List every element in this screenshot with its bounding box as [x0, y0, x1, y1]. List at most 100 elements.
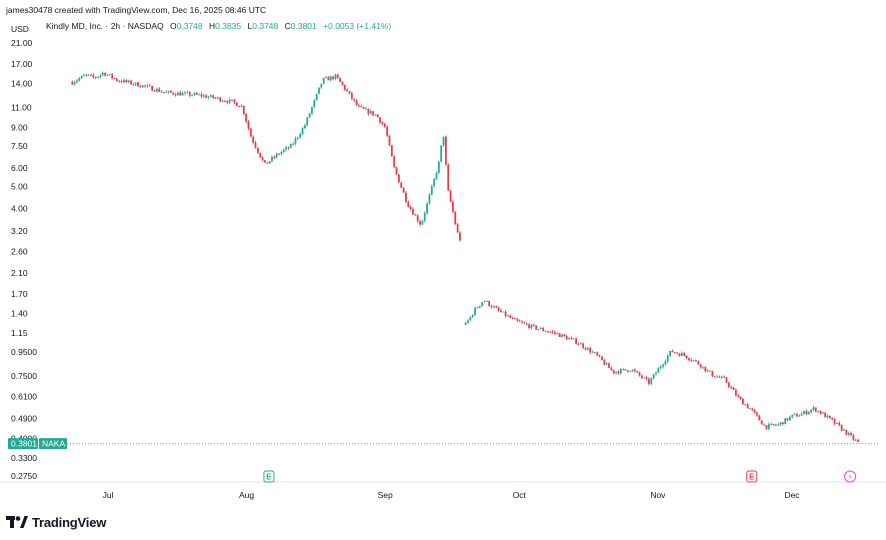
candle-body: [854, 439, 857, 441]
candle-body: [259, 152, 262, 158]
candle-body: [148, 85, 151, 87]
candle-body: [845, 429, 848, 435]
candle-body: [546, 331, 549, 333]
candle-body: [807, 412, 810, 415]
candle-body: [650, 378, 653, 384]
candle-body: [202, 95, 205, 97]
candle-body: [456, 224, 459, 233]
candle-body: [727, 382, 730, 387]
candle-body: [341, 81, 344, 85]
candle-body: [805, 411, 808, 415]
candle-body: [709, 370, 711, 372]
candle-body: [631, 369, 634, 372]
candle-body: [720, 376, 723, 378]
candle-body: [334, 74, 337, 80]
candle-body: [737, 395, 740, 397]
y-tick-label: 3.20: [11, 226, 28, 236]
candle-body: [322, 77, 325, 84]
candle-body: [273, 156, 276, 158]
candle-body: [791, 414, 794, 417]
candle-body: [612, 369, 615, 374]
candle-body: [847, 432, 850, 435]
candle-body: [108, 74, 111, 76]
candle-body: [704, 366, 707, 372]
candle-body: [374, 114, 377, 116]
candle-body: [92, 75, 95, 78]
split-event-icon[interactable]: [844, 470, 857, 483]
candle-body: [409, 206, 412, 210]
candle-body: [282, 149, 285, 153]
candle-body: [469, 316, 472, 321]
candle-body: [697, 361, 700, 365]
candle-body: [676, 352, 679, 354]
candle-body: [730, 386, 733, 388]
candle-body: [280, 152, 283, 155]
candle-body: [680, 353, 683, 356]
candle-body: [421, 220, 424, 225]
candle-body: [828, 415, 831, 418]
candle-body: [490, 305, 493, 308]
y-tick-label: 0.6100: [11, 391, 37, 401]
candle-body: [240, 105, 243, 107]
candle-body: [254, 142, 257, 148]
earnings-event-icon[interactable]: [746, 470, 758, 483]
candle-body: [99, 74, 102, 77]
candle-body: [315, 93, 318, 101]
candle-body: [467, 320, 469, 323]
candle-body: [137, 82, 139, 87]
candle-body: [537, 329, 540, 330]
candle-body: [212, 95, 215, 98]
candle-body: [233, 99, 236, 103]
low-value: 0.3748: [252, 21, 279, 31]
candle-body: [478, 305, 481, 308]
close-label: C: [284, 21, 291, 31]
candle-body: [810, 409, 812, 413]
y-tick-label: 1.40: [11, 308, 28, 318]
candle-body: [840, 425, 843, 431]
candle-body: [561, 334, 563, 338]
candle-body: [339, 77, 342, 82]
candle-body: [549, 331, 552, 333]
candle-body: [433, 178, 436, 186]
candle-body: [452, 201, 454, 212]
candle-body: [242, 105, 245, 114]
candle-body: [539, 328, 542, 330]
candle-body: [678, 353, 681, 356]
y-tick-label: 4.00: [11, 204, 28, 214]
candle-body: [132, 84, 135, 86]
symbol-name[interactable]: Kindly MD, Inc. · 2h · NASDAQ: [46, 21, 164, 31]
candle-body: [786, 418, 789, 421]
candle-body: [73, 82, 76, 85]
candle-body: [430, 185, 433, 195]
candle-body: [318, 87, 320, 94]
last-price-value: 0.3801: [11, 439, 37, 449]
candle-body: [459, 232, 461, 241]
candle-body: [812, 407, 815, 410]
candle-body: [716, 376, 718, 378]
candle-body: [191, 95, 193, 97]
candle-body: [376, 114, 379, 118]
candle-body: [198, 94, 201, 96]
candle-body: [803, 411, 805, 414]
candle-body: [332, 76, 334, 80]
candle-body: [113, 78, 116, 80]
tradingview-brand[interactable]: TradingView: [6, 513, 106, 531]
candle-body: [575, 338, 577, 344]
candle-body: [249, 128, 252, 137]
candle-body: [528, 324, 530, 329]
earnings-event-icon[interactable]: [263, 470, 275, 483]
candle-body: [94, 77, 97, 79]
candle-body: [405, 192, 407, 202]
candle-body: [184, 92, 186, 94]
candle-body: [235, 102, 238, 107]
candle-body: [497, 307, 500, 311]
candle-body: [702, 366, 704, 368]
candle-body: [245, 113, 248, 122]
candle-body: [749, 408, 751, 410]
candle-body: [518, 320, 521, 322]
open-value: 0.3748: [176, 21, 203, 31]
candle-body: [485, 301, 488, 302]
candle-body: [687, 358, 690, 360]
candle-body: [579, 343, 582, 345]
